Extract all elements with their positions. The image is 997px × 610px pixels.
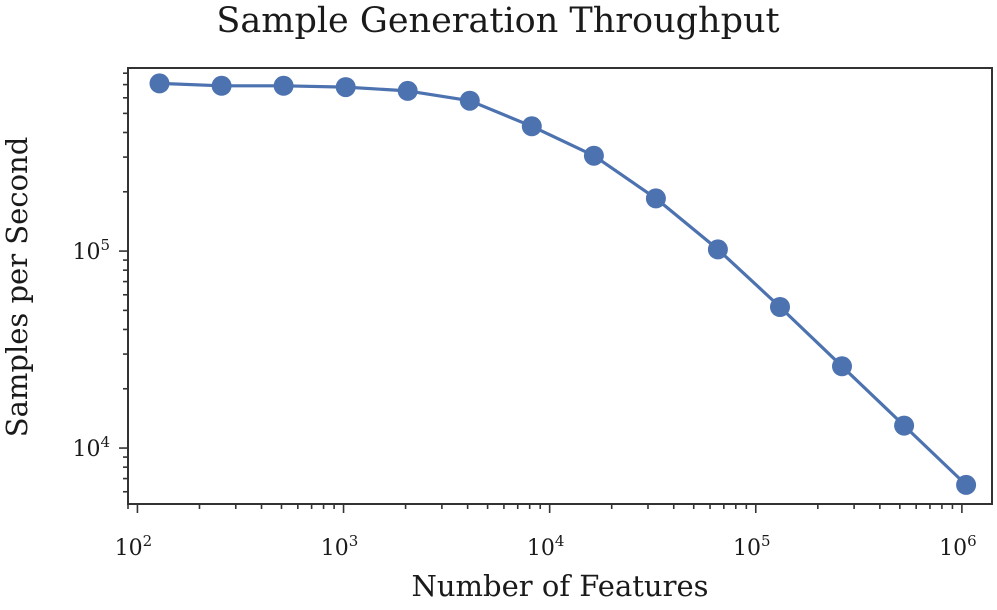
data-point [335,77,356,98]
data-point [149,73,170,94]
data-point [211,75,232,96]
series-line [157,81,968,487]
x-tick-label: 106 [939,532,977,561]
data-point [521,116,542,137]
data-point [770,297,790,317]
x-tick-label: 103 [321,532,359,561]
chart-title: Sample Generation Throughput [216,1,779,41]
data-point [894,415,915,436]
y-tick-label: 104 [72,433,110,462]
series-layer [149,73,977,495]
plot-area-frame [127,67,993,505]
y-tick-label: 105 [72,236,110,265]
data-point [273,75,294,96]
data-point [397,80,418,101]
x-tick-label: 104 [527,532,565,561]
data-point [956,474,977,495]
x-tick-label: 102 [115,532,153,561]
data-point [707,239,728,260]
data-point [832,356,852,377]
data-point [645,188,666,209]
y-axis-label: Samples per Second [0,137,34,438]
data-point [459,90,480,111]
x-tick-label: 105 [733,532,771,561]
x-axis-label: Number of Features [412,569,709,603]
data-point [583,145,604,166]
axis-ticks: 102 103 104 105 106 104 105 [72,72,977,561]
